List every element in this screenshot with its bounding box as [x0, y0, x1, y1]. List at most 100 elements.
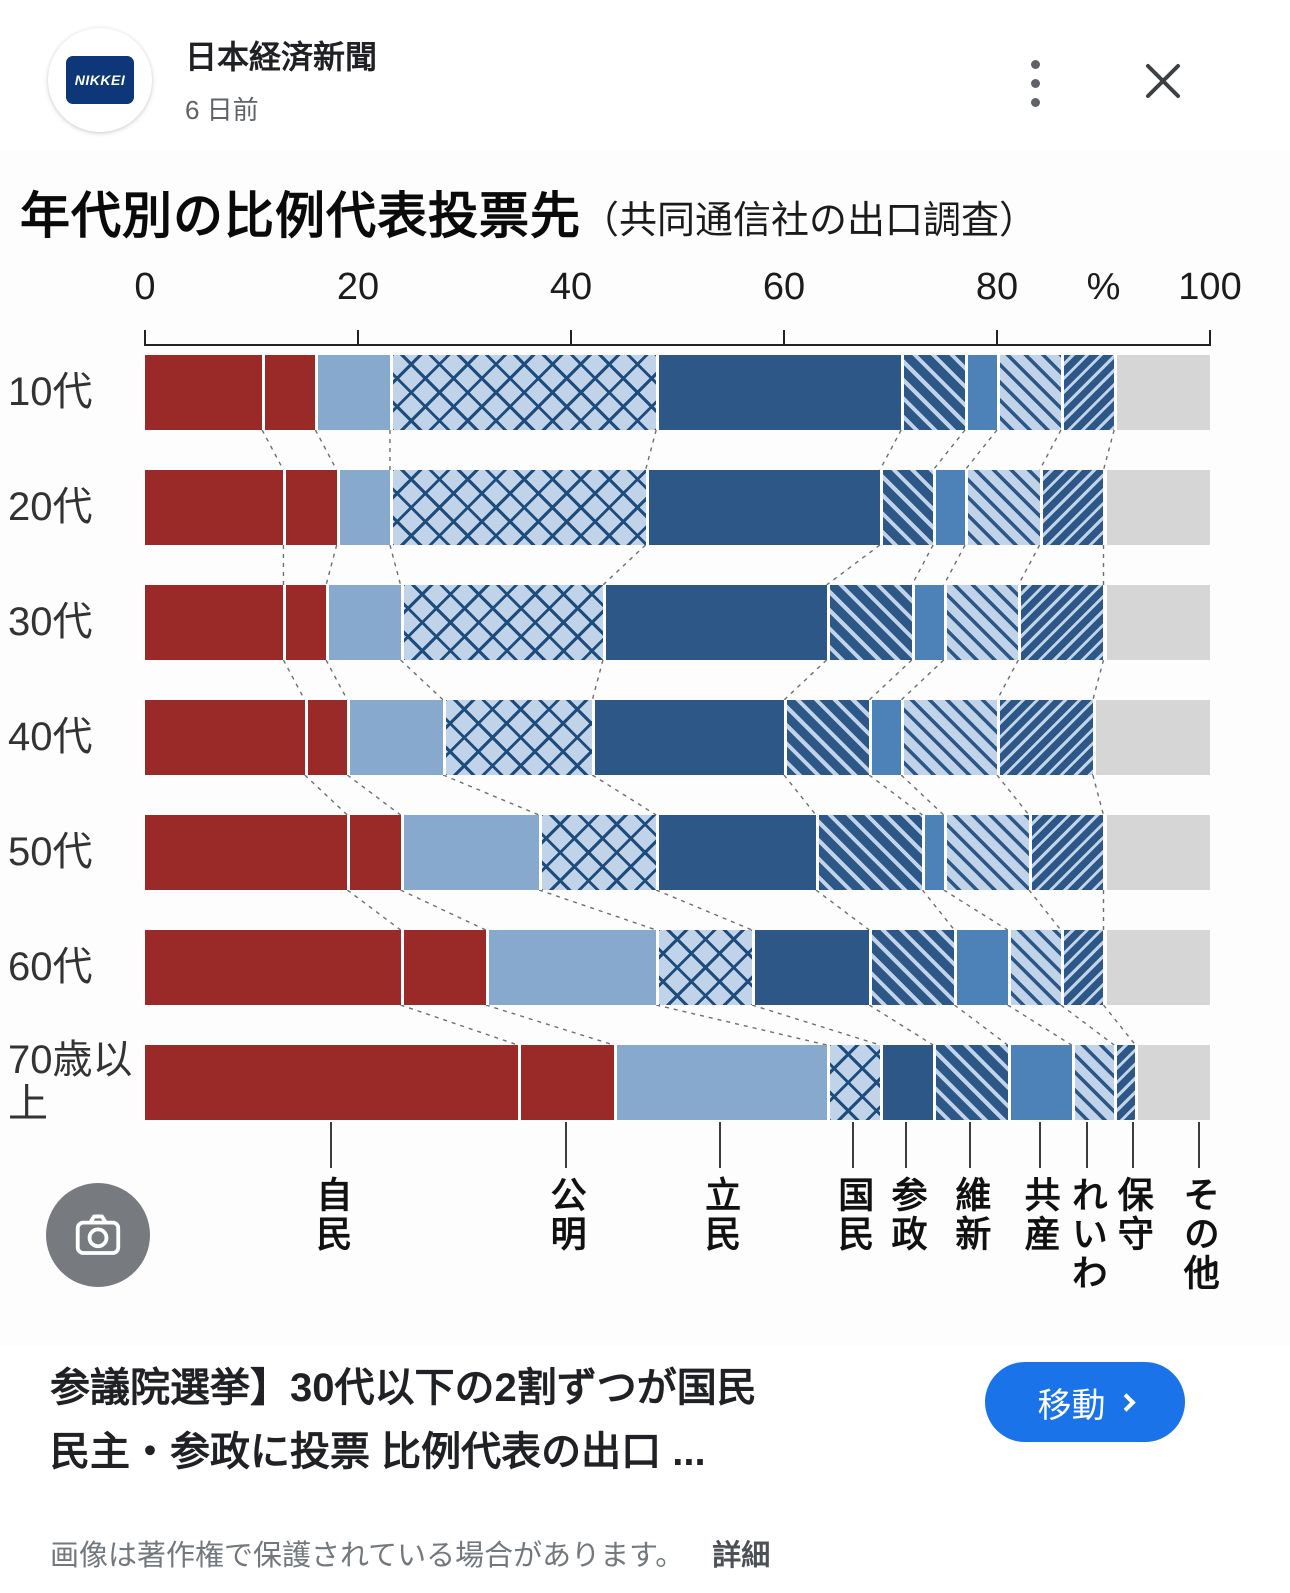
bar-segment	[869, 930, 955, 1005]
visit-button-label: 移動	[1037, 1386, 1106, 1425]
image-search-button[interactable]	[46, 1183, 150, 1287]
bar-segment	[901, 700, 997, 775]
bar-segment	[326, 585, 401, 660]
party-label: 立民	[700, 1176, 742, 1254]
bar-segment	[911, 585, 944, 660]
party-labels: 自民 公明 立民 国民 参政 維新 共産 れいわ 保守 その他	[145, 1120, 1220, 1346]
bar-segment	[954, 930, 1008, 1005]
bar-segment	[826, 585, 912, 660]
party-label: 保守	[1112, 1176, 1154, 1254]
bar-segment	[283, 585, 327, 660]
headline-line-2: 民主・参政に投票 比例代表の出口 ...	[50, 1430, 706, 1474]
bar-segment	[1114, 1045, 1136, 1120]
axis-line	[145, 344, 1210, 346]
bar-segment	[1092, 700, 1210, 775]
chart-image[interactable]: 年代別の比例代表投票先（共同通信社の出口調査） 0 20 40 60 80 100% 10…	[0, 150, 1290, 1346]
bar-segment	[400, 815, 540, 890]
category-label: 70歳以上	[8, 1038, 133, 1126]
bar-segment	[1039, 470, 1104, 545]
bar-row	[145, 585, 1210, 660]
bar-segment	[145, 585, 284, 660]
bar-segment	[965, 470, 1040, 545]
bar-segment	[145, 815, 348, 890]
leader-line	[1197, 1122, 1200, 1168]
tick-label: 0	[134, 266, 156, 308]
bar-segment	[901, 355, 966, 430]
bar-segment	[539, 815, 657, 890]
bar-segment	[145, 1045, 518, 1120]
bar-segment	[1007, 1045, 1072, 1120]
leader-line	[969, 1122, 972, 1168]
bar-segment	[592, 700, 784, 775]
bar-segment	[1028, 815, 1104, 890]
bar-segment	[933, 1045, 1008, 1120]
camera-lens-icon	[75, 1214, 121, 1255]
party-label: 国民	[833, 1176, 875, 1254]
category-label: 50代	[8, 829, 93, 874]
party-label: 維新	[950, 1176, 992, 1254]
leader-line	[905, 1122, 908, 1168]
leader-line	[1131, 1122, 1134, 1168]
headline-line-1: 参議院選挙】30代以下の2割ずつが国民	[50, 1366, 757, 1410]
tick-mark	[570, 330, 572, 346]
bar-segment	[933, 470, 966, 545]
bar-segment	[145, 355, 263, 430]
bar-segment	[645, 470, 880, 545]
bar-segment	[1007, 930, 1061, 1005]
tick-mark	[357, 330, 359, 346]
source-logo[interactable]: NIKKEI	[48, 28, 152, 132]
bar-segment	[145, 930, 401, 1005]
category-label: 40代	[8, 714, 93, 759]
bar-segment	[656, 930, 753, 1005]
bar-segment	[517, 1045, 614, 1120]
bar-segment	[869, 700, 902, 775]
leader-line	[330, 1122, 333, 1168]
bar-segment	[879, 470, 934, 545]
chart-title-main: 年代別の比例代表投票先	[20, 188, 581, 244]
bar-segment	[485, 930, 657, 1005]
bar-segment	[1114, 355, 1210, 430]
tick-mark	[1209, 330, 1211, 346]
viewer-header: NIKKEI 日本経済新聞 6 日前	[40, 18, 1255, 143]
bar-segment	[1060, 355, 1115, 430]
party-label: その他	[1178, 1176, 1220, 1293]
chart-title-sub: （共同通信社の出口調査）	[581, 200, 1038, 242]
tick-label: 60	[762, 266, 806, 308]
tick-mark	[144, 330, 146, 346]
bar-segment	[656, 815, 816, 890]
tick-label: 100	[1178, 266, 1242, 308]
party-label: 参政	[886, 1176, 928, 1254]
details-link[interactable]: 詳細	[712, 1540, 771, 1572]
bar-segment	[879, 1045, 934, 1120]
bar-segment	[613, 1045, 827, 1120]
leader-line	[564, 1122, 567, 1168]
close-icon[interactable]	[1132, 50, 1194, 112]
visit-button[interactable]: 移動	[985, 1362, 1185, 1442]
bar-segment	[400, 930, 486, 1005]
bar-segment	[347, 700, 444, 775]
copyright-text: 画像は著作権で保護されている場合があります。	[50, 1540, 685, 1572]
bar-segment	[943, 815, 1029, 890]
bar-segment	[1103, 930, 1210, 1005]
category-label: 10代	[8, 369, 93, 414]
source-name: 日本経済新聞	[185, 39, 378, 75]
bar-segment	[347, 815, 401, 890]
leader-line	[719, 1122, 722, 1168]
result-headline[interactable]: 参議院選挙】30代以下の2割ずつが国民 民主・参政に投票 比例代表の出口 ...	[50, 1356, 960, 1484]
bar-segment	[1060, 930, 1104, 1005]
source-meta: 日本経済新聞 6 日前	[185, 32, 377, 127]
bar-row	[145, 1045, 1210, 1120]
leader-line	[1038, 1122, 1041, 1168]
bar-segment	[997, 355, 1061, 430]
chevron-right-icon	[1116, 1392, 1136, 1412]
tick-mark	[996, 330, 998, 346]
chart-title: 年代別の比例代表投票先（共同通信社の出口調査）	[20, 176, 1037, 248]
bar-segment	[602, 585, 827, 660]
copyright-notice: 画像は著作権で保護されている場合があります。 詳細	[50, 1532, 770, 1574]
bar-row	[145, 930, 1210, 1005]
bar-segment	[752, 930, 870, 1005]
bar-row	[145, 470, 1210, 545]
more-options-icon[interactable]	[1008, 48, 1062, 118]
bar-segment	[1103, 585, 1210, 660]
unit-label: %	[1086, 266, 1121, 308]
